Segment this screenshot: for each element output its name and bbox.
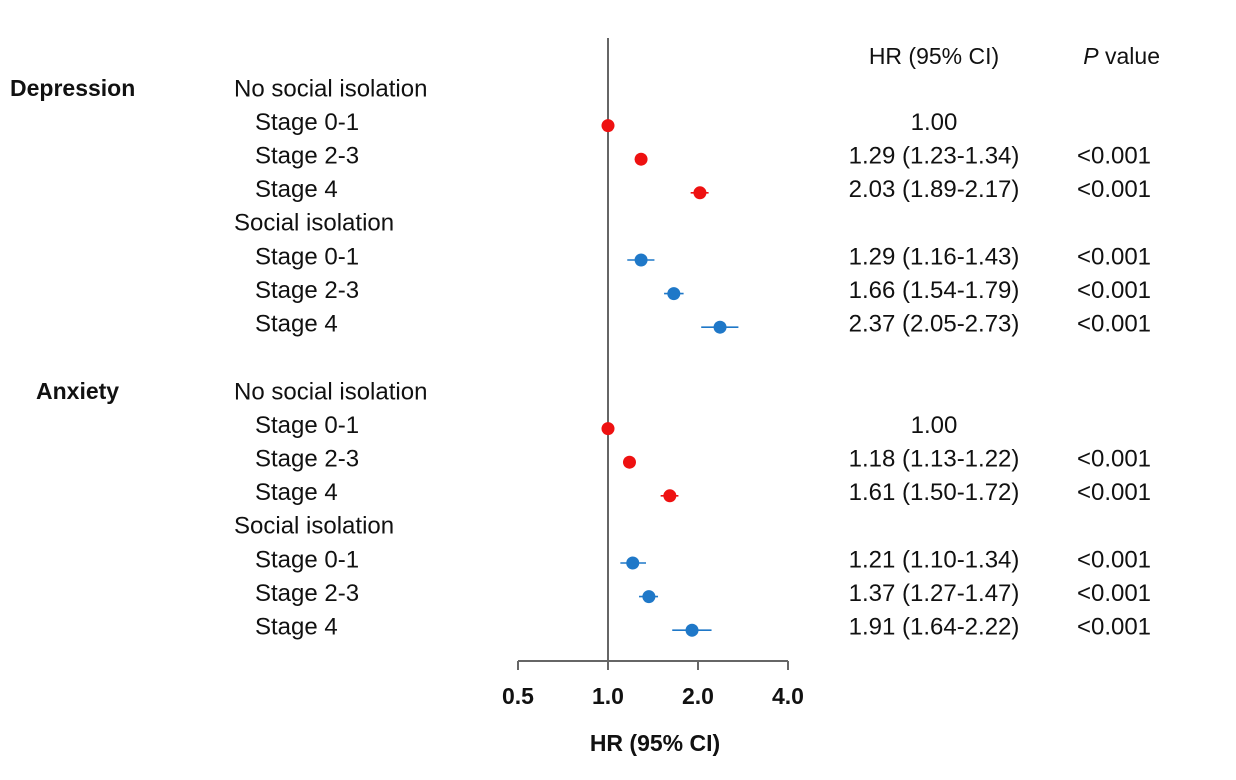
text-layer: HR (95% CI) P value Depression No social is… (10, 43, 1160, 756)
p-value: <0.001 (1077, 479, 1151, 506)
hr-value: 1.29 (1.16-1.43) (849, 243, 1020, 270)
hr-value: 1.91 (1.64-2.22) (849, 614, 1020, 641)
stage-label: Stage 2-3 (255, 277, 359, 304)
hr-point-no-isolation (634, 152, 648, 166)
x-axis-title: HR (95% CI) (590, 730, 720, 756)
stage-label: Stage 4 (255, 176, 338, 203)
hr-point-no-isolation (601, 119, 615, 133)
hr-point-isolation (713, 320, 727, 334)
p-value-header-italic: P (1083, 43, 1099, 69)
hr-value: 1.00 (911, 109, 958, 136)
hr-point-isolation (667, 287, 681, 301)
stage-label: Stage 2-3 (255, 580, 359, 607)
p-value: <0.001 (1077, 580, 1151, 607)
hr-value: 1.18 (1.13-1.22) (849, 446, 1020, 473)
hr-point-isolation (685, 623, 699, 637)
p-value: <0.001 (1077, 176, 1151, 203)
p-value: <0.001 (1077, 446, 1151, 473)
subgroup-label: No social isolation (234, 75, 427, 102)
stage-label: Stage 4 (255, 311, 338, 338)
subgroup-label: Social isolation (234, 513, 394, 540)
hr-point-isolation (642, 590, 656, 604)
p-value: <0.001 (1077, 277, 1151, 304)
hr-point-no-isolation (622, 455, 636, 469)
hr-point-isolation (634, 253, 648, 267)
p-value-column-header: P value (1083, 43, 1160, 69)
point-layer (601, 119, 727, 637)
group-label-anxiety: Anxiety (36, 378, 119, 404)
hr-value: 1.66 (1.54-1.79) (849, 277, 1020, 304)
x-tick-label: 4.0 (772, 683, 804, 709)
stage-label: Stage 2-3 (255, 446, 359, 473)
hr-value: 1.37 (1.27-1.47) (849, 580, 1020, 607)
hr-value: 1.21 (1.10-1.34) (849, 546, 1020, 573)
stage-label: Stage 2-3 (255, 143, 359, 170)
p-value: <0.001 (1077, 614, 1151, 641)
hr-point-no-isolation (663, 489, 677, 503)
p-value: <0.001 (1077, 243, 1151, 270)
hr-value: 1.00 (911, 412, 958, 439)
stage-label: Stage 0-1 (255, 109, 359, 136)
x-tick-label: 2.0 (682, 683, 714, 709)
hr-value: 2.03 (1.89-2.17) (849, 176, 1020, 203)
hr-point-no-isolation (693, 186, 707, 200)
hr-column-header: HR (95% CI) (869, 43, 999, 69)
p-value: <0.001 (1077, 311, 1151, 338)
hr-point-isolation (626, 556, 640, 570)
hr-value: 2.37 (2.05-2.73) (849, 311, 1020, 338)
stage-label: Stage 4 (255, 614, 338, 641)
p-value-header-rest: value (1099, 43, 1160, 69)
hr-value: 1.29 (1.23-1.34) (849, 143, 1020, 170)
axis-layer (517, 38, 789, 670)
p-value: <0.001 (1077, 143, 1151, 170)
stage-label: Stage 4 (255, 479, 338, 506)
subgroup-label: Social isolation (234, 210, 394, 237)
group-label-depression: Depression (10, 75, 135, 101)
stage-label: Stage 0-1 (255, 412, 359, 439)
x-tick-label: 0.5 (502, 683, 534, 709)
hr-point-no-isolation (601, 422, 615, 436)
hr-value: 1.61 (1.50-1.72) (849, 479, 1020, 506)
x-tick-label: 1.0 (592, 683, 624, 709)
p-value: <0.001 (1077, 546, 1151, 573)
stage-label: Stage 0-1 (255, 243, 359, 270)
subgroup-label: No social isolation (234, 378, 427, 405)
stage-label: Stage 0-1 (255, 546, 359, 573)
